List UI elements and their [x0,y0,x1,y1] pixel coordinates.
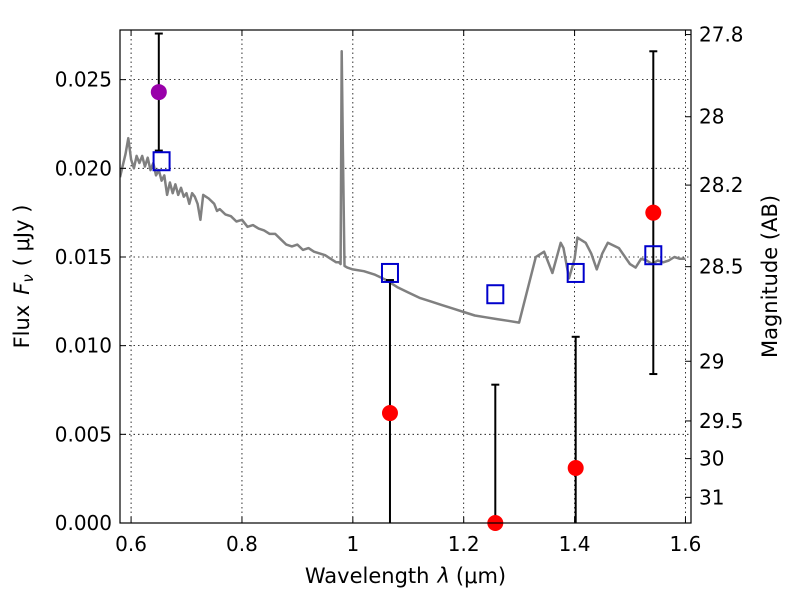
y-tick-label: 0.025 [55,68,112,92]
y-axis-label-subscript: ν [19,274,37,282]
y-tick-label: 0.010 [55,334,112,358]
y2-axis-label: Magnitude (AB) [758,195,782,358]
x-axis-label-text: Wavelength [305,564,430,588]
model-photometry-point [152,151,171,172]
y-axis-label-symbol: F [10,282,34,295]
y2-tick-label: 29 [699,349,724,373]
model-photometry-point [486,284,505,305]
x-tick-label: 1.2 [448,532,480,556]
axis-ticks: 0.6 0.8 1 1.2 1.4 1.6 0.000 0.005 0.010 0.015 0.02… [55,23,744,556]
model-photometry-point [380,262,399,283]
plot-background [120,30,691,523]
y-tick-label: 0.000 [55,511,112,535]
x-tick-label: 0.6 [115,532,147,556]
x-axis-label-symbol: λ [436,564,449,588]
model-spectrum-line [120,50,686,324]
y-tick-label: 0.020 [55,156,112,180]
marker-layer [150,32,663,531]
y-tick-label: 0.015 [55,245,112,269]
y-axis-label: Flux Fν ( μJy ) [10,205,37,349]
y2-tick-label: 28 [699,105,724,129]
x-axis-label: Wavelength λ (μm) [305,564,506,588]
model-photometry-point [566,262,585,283]
y-tick-label: 0.005 [55,422,112,446]
y2-tick-label: 31 [699,485,724,509]
plot-frame [119,29,692,524]
x-tick-label: 1.6 [670,532,702,556]
observed-flux-point [381,405,398,422]
y-axis-label-unit: ( μJy ) [10,205,34,267]
y-axis-label-text: Flux [10,305,34,349]
y2-tick-label: 28.5 [699,255,744,279]
y2-tick-label: 27.8 [699,23,744,47]
observed-flux-point [567,460,584,477]
observed-flux-point [150,84,167,101]
y2-tick-label: 29.5 [699,409,744,433]
y2-tick-label: 30 [699,447,724,471]
x-axis-label-unit: (μm) [456,564,506,588]
data-layer [120,50,686,324]
y2-tick-label: 28.2 [699,173,744,197]
model-photometry-point [644,245,663,266]
x-tick-label: 0.8 [226,532,258,556]
x-tick-label: 1.4 [559,532,591,556]
observed-flux-point [645,204,662,221]
x-tick-label: 1 [346,532,359,556]
